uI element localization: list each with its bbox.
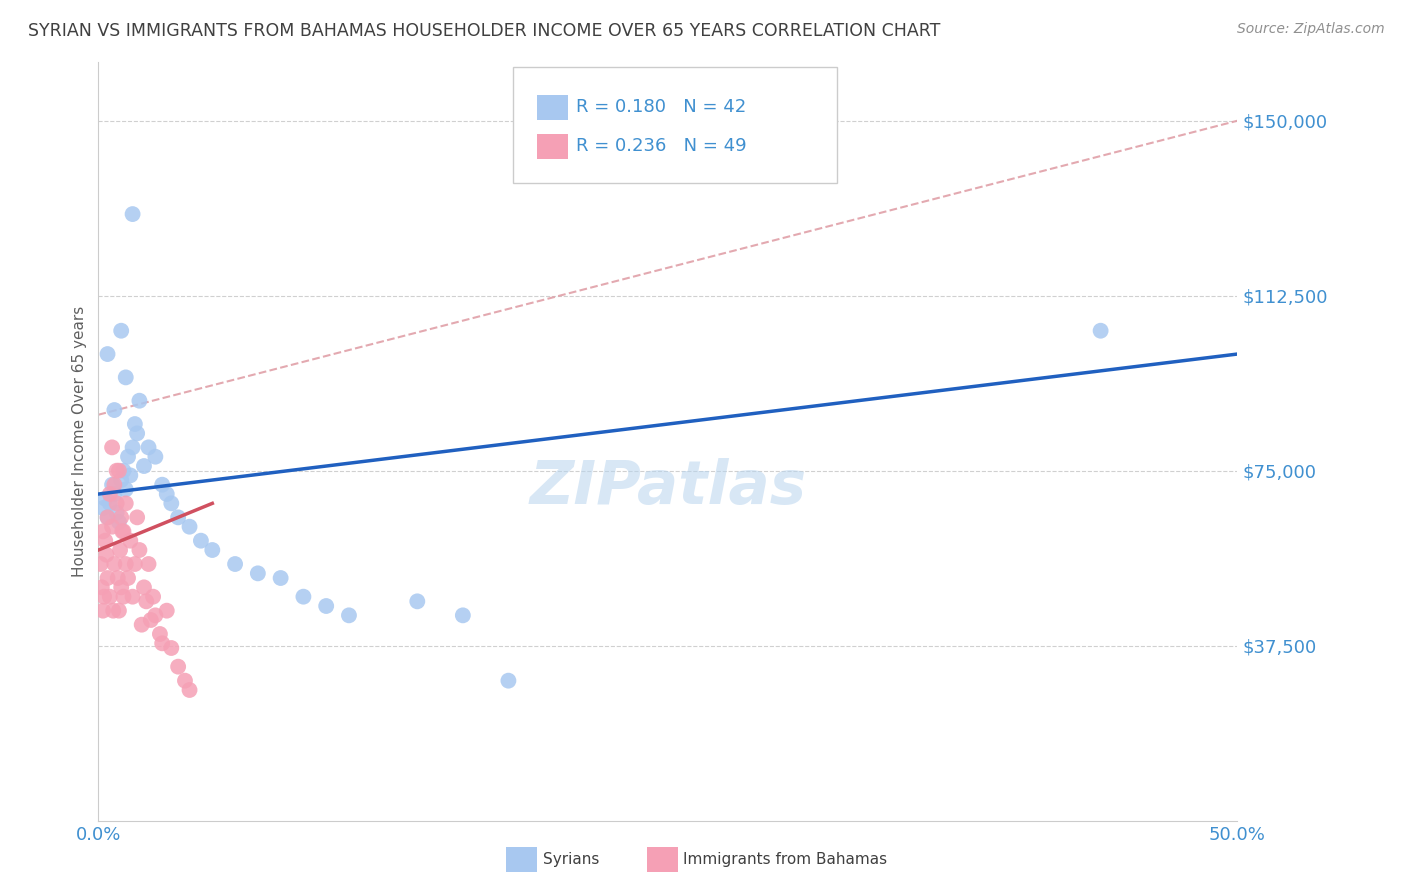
Point: [132, 458, 155, 473]
Point: [114, 483, 136, 497]
Point: [107, 571, 129, 585]
Point: [142, 590, 165, 604]
Point: [145, 450, 167, 464]
Point: [156, 487, 179, 501]
Point: [110, 510, 132, 524]
Point: [128, 543, 150, 558]
Point: [315, 599, 337, 613]
Point: [101, 519, 124, 533]
Point: [103, 477, 125, 491]
Point: [108, 515, 131, 529]
Point: [108, 543, 131, 558]
Point: [138, 441, 160, 455]
Point: [132, 580, 155, 594]
Point: [167, 659, 190, 673]
Point: [114, 557, 136, 571]
Point: [128, 393, 150, 408]
Point: [138, 557, 160, 571]
Point: [139, 613, 162, 627]
Point: [117, 450, 139, 464]
Point: [127, 426, 149, 441]
Text: Syrians: Syrians: [543, 853, 599, 867]
Y-axis label: Householder Income Over 65 years: Householder Income Over 65 years: [72, 306, 87, 577]
Point: [110, 324, 132, 338]
Point: [120, 533, 142, 548]
Point: [292, 590, 315, 604]
Text: Immigrants from Bahamas: Immigrants from Bahamas: [683, 853, 887, 867]
Point: [110, 473, 132, 487]
Point: [451, 608, 474, 623]
Point: [111, 524, 134, 539]
Point: [91, 501, 114, 516]
Point: [224, 557, 246, 571]
Point: [145, 608, 167, 623]
Point: [98, 496, 121, 510]
Point: [90, 557, 112, 571]
Text: R = 0.236   N = 49: R = 0.236 N = 49: [576, 137, 747, 155]
Point: [114, 496, 136, 510]
Point: [190, 533, 212, 548]
Point: [160, 640, 183, 655]
Point: [101, 441, 124, 455]
Point: [498, 673, 520, 688]
Point: [121, 207, 143, 221]
Point: [121, 441, 143, 455]
Point: [406, 594, 429, 608]
Point: [105, 506, 128, 520]
Point: [201, 543, 224, 558]
Point: [93, 590, 115, 604]
Point: [105, 464, 128, 478]
Point: [121, 590, 143, 604]
Point: [105, 496, 128, 510]
Point: [174, 673, 197, 688]
Point: [160, 496, 183, 510]
Point: [103, 487, 125, 501]
Point: [103, 557, 125, 571]
Point: [96, 571, 118, 585]
Point: [91, 524, 114, 539]
Point: [94, 491, 117, 506]
Text: ZIPatlas: ZIPatlas: [529, 458, 807, 516]
Point: [96, 510, 118, 524]
Point: [156, 604, 179, 618]
Point: [112, 464, 135, 478]
Point: [103, 403, 125, 417]
Point: [112, 524, 135, 539]
Point: [98, 487, 121, 501]
Point: [110, 580, 132, 594]
Point: [108, 604, 131, 618]
Point: [124, 417, 146, 431]
Point: [112, 590, 135, 604]
Point: [1090, 324, 1112, 338]
Point: [179, 683, 201, 698]
Point: [135, 594, 157, 608]
Text: R = 0.180   N = 42: R = 0.180 N = 42: [576, 98, 747, 116]
Point: [150, 477, 173, 491]
Text: Source: ZipAtlas.com: Source: ZipAtlas.com: [1237, 22, 1385, 37]
Point: [96, 510, 118, 524]
Point: [150, 636, 173, 650]
Point: [167, 510, 190, 524]
Point: [94, 533, 117, 548]
Point: [337, 608, 360, 623]
Point: [127, 510, 149, 524]
Point: [91, 604, 114, 618]
Point: [117, 571, 139, 585]
Point: [96, 548, 118, 562]
Point: [246, 566, 269, 581]
Point: [179, 519, 201, 533]
Text: SYRIAN VS IMMIGRANTS FROM BAHAMAS HOUSEHOLDER INCOME OVER 65 YEARS CORRELATION C: SYRIAN VS IMMIGRANTS FROM BAHAMAS HOUSEH…: [28, 22, 941, 40]
Point: [101, 477, 124, 491]
Point: [98, 590, 121, 604]
Point: [103, 604, 125, 618]
Point: [96, 347, 118, 361]
Point: [149, 627, 172, 641]
Point: [108, 464, 131, 478]
Point: [90, 580, 112, 594]
Point: [120, 468, 142, 483]
Point: [270, 571, 292, 585]
Point: [124, 557, 146, 571]
Point: [114, 370, 136, 384]
Point: [131, 617, 153, 632]
